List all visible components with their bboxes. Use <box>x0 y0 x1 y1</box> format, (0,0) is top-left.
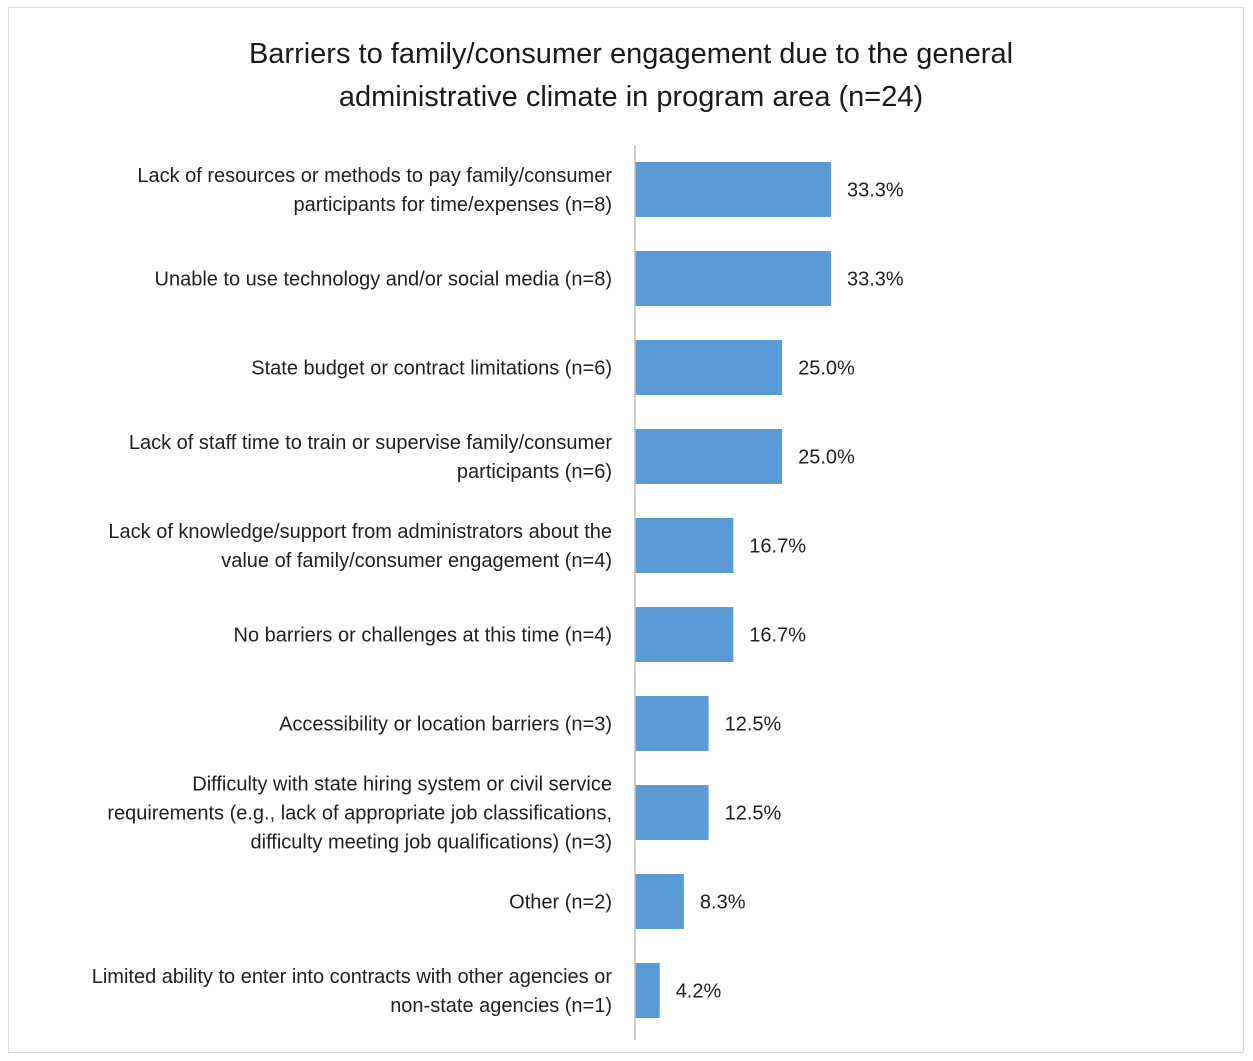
category-label-10-line-2: non-state agencies (n=1) <box>390 995 612 1017</box>
data-label-7: 12.5% <box>725 714 782 736</box>
data-label-8: 12.5% <box>725 803 782 825</box>
bar-7 <box>635 696 709 751</box>
data-label-1: 33.3% <box>847 180 904 202</box>
data-label-6: 16.7% <box>749 625 806 647</box>
category-label-2: Unable to use technology and/or social m… <box>155 269 613 291</box>
bar-2 <box>635 251 831 306</box>
category-label-10: Limited ability to enter into contracts … <box>92 966 613 1017</box>
category-label-1: Lack of resources or methods to pay fami… <box>137 165 612 216</box>
data-label-4: 25.0% <box>798 447 855 469</box>
bar-10 <box>635 963 660 1018</box>
category-label-6: No barriers or challenges at this time (… <box>234 625 613 647</box>
data-label-10: 4.2% <box>676 981 722 1003</box>
bar-6 <box>635 607 734 662</box>
bar-1 <box>635 162 831 217</box>
category-label-3-line-1: State budget or contract limitations (n=… <box>251 358 612 380</box>
category-label-3: State budget or contract limitations (n=… <box>251 358 612 380</box>
chart-title-line-2: administrative climate in program area (… <box>338 81 924 113</box>
chart-title: Barriers to family/consumer engagement d… <box>150 33 1112 119</box>
category-label-5-line-1: Lack of knowledge/support from administr… <box>108 521 612 543</box>
category-label-4-line-1: Lack of staff time to train or supervise… <box>129 432 612 454</box>
category-label-8-line-1: Difficulty with state hiring system or c… <box>192 774 612 796</box>
category-label-8-line-2: requirements (e.g., lack of appropriate … <box>107 803 612 825</box>
category-label-1-line-2: participants for time/expenses (n=8) <box>294 194 613 216</box>
category-label-10-line-1: Limited ability to enter into contracts … <box>92 966 613 988</box>
category-label-8: Difficulty with state hiring system or c… <box>107 774 612 854</box>
category-label-8-line-3: difficulty meeting job qualifications) (… <box>251 832 612 854</box>
chart-frame <box>8 7 1244 1053</box>
data-label-5: 16.7% <box>749 536 806 558</box>
bar-3 <box>635 340 783 395</box>
category-label-7: Accessibility or location barriers (n=3) <box>279 714 612 736</box>
category-label-4-line-2: participants (n=6) <box>457 461 612 483</box>
category-label-5-line-2: value of family/consumer engagement (n=4… <box>221 550 612 572</box>
category-label-2-line-1: Unable to use technology and/or social m… <box>155 269 613 291</box>
chart-title-line-1: Barriers to family/consumer engagement d… <box>248 38 1014 70</box>
data-label-9: 8.3% <box>700 892 746 914</box>
category-label-1-line-1: Lack of resources or methods to pay fami… <box>137 165 612 187</box>
category-label-4: Lack of staff time to train or supervise… <box>129 432 612 483</box>
category-label-6-line-1: No barriers or challenges at this time (… <box>234 625 613 647</box>
bar-5 <box>635 518 734 573</box>
bar-9 <box>635 874 684 929</box>
data-label-2: 33.3% <box>847 269 904 291</box>
bar-8 <box>635 785 709 840</box>
data-label-3: 25.0% <box>798 358 855 380</box>
category-label-5: Lack of knowledge/support from administr… <box>108 521 612 572</box>
bar-4 <box>635 429 783 484</box>
category-label-9-line-1: Other (n=2) <box>509 892 612 914</box>
category-label-7-line-1: Accessibility or location barriers (n=3) <box>279 714 612 736</box>
category-label-9: Other (n=2) <box>509 892 612 914</box>
